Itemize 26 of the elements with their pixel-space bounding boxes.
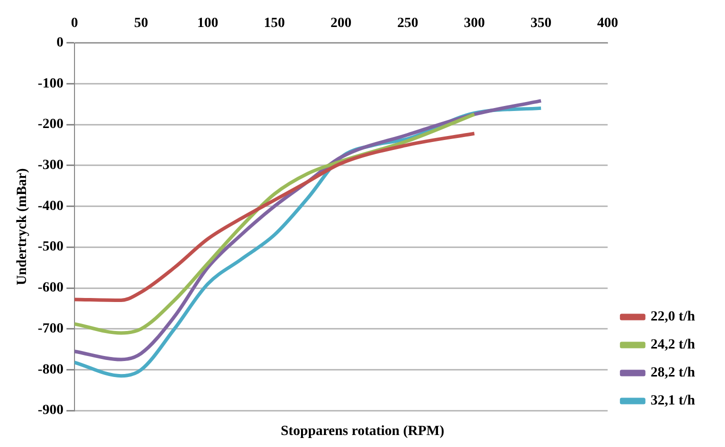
y-tick-label: -600 [38, 280, 64, 296]
legend-label: 28,2 t/h [650, 366, 696, 381]
y-tick-label: -400 [38, 198, 64, 214]
x-tick-label: 50 [134, 16, 148, 32]
x-tick-label: 150 [264, 16, 285, 32]
y-tick-label: 0 [56, 35, 64, 50]
y-tick-label: -100 [38, 76, 64, 92]
y-tick-label: -700 [38, 321, 64, 336]
y-tick-label: -300 [38, 158, 64, 174]
legend-label: 24,2 t/h [650, 338, 696, 353]
y-tick-label: -200 [38, 117, 64, 132]
legend-label: 32,1 t/h [650, 394, 696, 409]
y-axis-title: Undertryck (mBar) [15, 168, 30, 286]
line-series [74, 132, 476, 302]
x-tick-label: 100 [197, 16, 218, 32]
x-axis-title: Stopparens rotation (RPM) [280, 424, 446, 440]
y-tick-label: -900 [38, 403, 64, 418]
x-tick-label: 0 [70, 16, 78, 32]
y-tick-label: -800 [38, 362, 64, 378]
x-tick-label: 300 [464, 16, 485, 32]
x-tick-label: 350 [530, 16, 552, 32]
x-tick-label: 200 [330, 16, 352, 32]
x-tick-label: 400 [597, 16, 618, 32]
legend-label: 22,0 t/h [650, 310, 696, 325]
y-tick-label: -500 [38, 240, 64, 255]
x-tick-label: 250 [397, 16, 418, 32]
